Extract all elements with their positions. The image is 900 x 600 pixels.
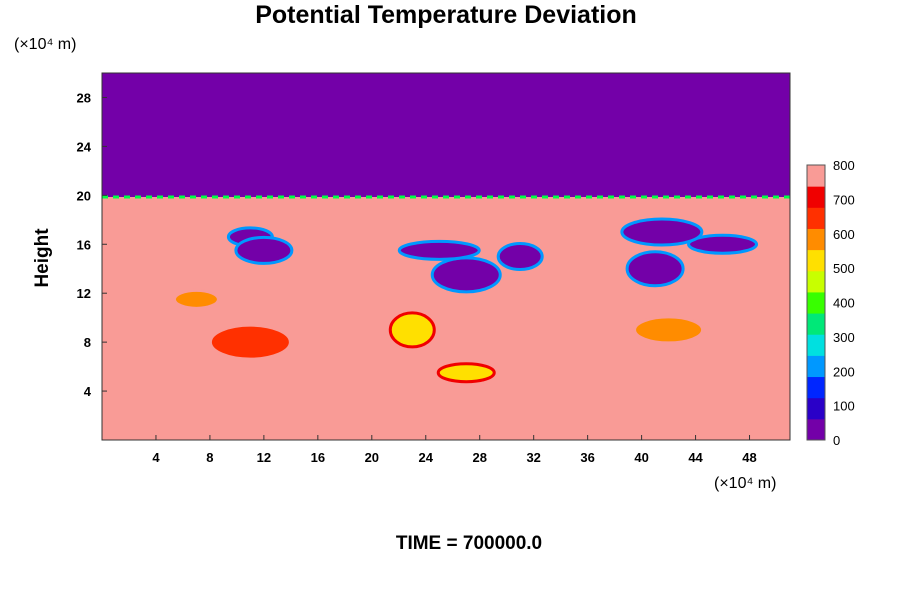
field-feature [208, 323, 292, 361]
colorbar: 0 100 200 300 400 500 600 700 800 [806, 158, 855, 448]
field-feature [625, 250, 685, 288]
field-feature [388, 311, 436, 349]
field-feature [633, 315, 705, 345]
x-tick-label: 36 [580, 450, 594, 465]
y-axis-label: Height [32, 228, 53, 288]
field-feature [620, 217, 704, 247]
field-feature [430, 256, 502, 294]
colorbar-tick-label: 0 [833, 433, 840, 448]
colorbar-tick-label: 600 [833, 227, 855, 242]
field-feature [234, 235, 294, 265]
x-tick-label: 24 [419, 450, 434, 465]
colorbar-tick-label: 100 [833, 399, 855, 414]
colorbar-band [807, 228, 825, 251]
field-feature [172, 288, 220, 310]
upper-region [102, 73, 790, 197]
x-axis-ticks: 4 8 12 16 20 24 28 32 36 40 44 48 [152, 435, 757, 465]
x-tick-label: 16 [311, 450, 325, 465]
colorbar-band [807, 334, 825, 356]
y-axis-unit: (×10⁴ m) [14, 36, 76, 53]
colorbar-band [807, 249, 825, 272]
colorbar-tick-label: 300 [833, 330, 855, 345]
colorbar-band [807, 207, 825, 229]
colorbar-tick-label: 700 [833, 192, 855, 207]
y-tick-label: 16 [77, 237, 91, 252]
x-tick-label: 28 [472, 450, 486, 465]
y-tick-label: 8 [84, 335, 91, 350]
colorbar-band [807, 397, 825, 420]
y-tick-label: 20 [77, 188, 91, 203]
field-feature [436, 362, 496, 384]
y-tick-label: 28 [77, 90, 91, 105]
colorbar-band [807, 376, 825, 399]
colorbar-band [807, 355, 825, 378]
field-feature [687, 233, 759, 255]
x-axis-unit: (×10⁴ m) [714, 475, 776, 492]
colorbar-band [807, 418, 825, 441]
x-tick-label: 48 [742, 450, 756, 465]
field-feature [496, 242, 544, 271]
time-label: TIME = 700000.0 [396, 533, 542, 554]
y-tick-label: 12 [77, 286, 91, 301]
x-tick-label: 40 [634, 450, 648, 465]
colorbar-band [807, 270, 825, 293]
y-tick-label: 4 [84, 384, 92, 399]
x-tick-label: 12 [257, 450, 271, 465]
colorbar-band [807, 186, 825, 208]
y-axis-ticks: 4 8 12 16 20 24 28 [77, 90, 107, 399]
plot-frame [101, 72, 791, 441]
colorbar-band [807, 291, 825, 314]
colorbar-tick-label: 400 [833, 296, 855, 311]
colorbar-frame [806, 164, 826, 441]
field-features [172, 217, 759, 384]
x-tick-label: 4 [152, 450, 160, 465]
x-tick-label: 44 [688, 450, 703, 465]
x-tick-label: 20 [365, 450, 379, 465]
colorbar-tick-label: 800 [833, 158, 855, 173]
chart-title: Potential Temperature Deviation [255, 1, 637, 29]
plot-area [101, 72, 791, 441]
colorbar-band [807, 313, 825, 335]
field-feature [397, 239, 481, 261]
x-tick-label: 8 [206, 450, 213, 465]
colorbar-band [807, 165, 825, 187]
y-tick-label: 24 [77, 139, 92, 154]
colorbar-tick-label: 200 [833, 364, 855, 379]
x-tick-label: 32 [526, 450, 540, 465]
colorbar-tick-label: 500 [833, 261, 855, 276]
